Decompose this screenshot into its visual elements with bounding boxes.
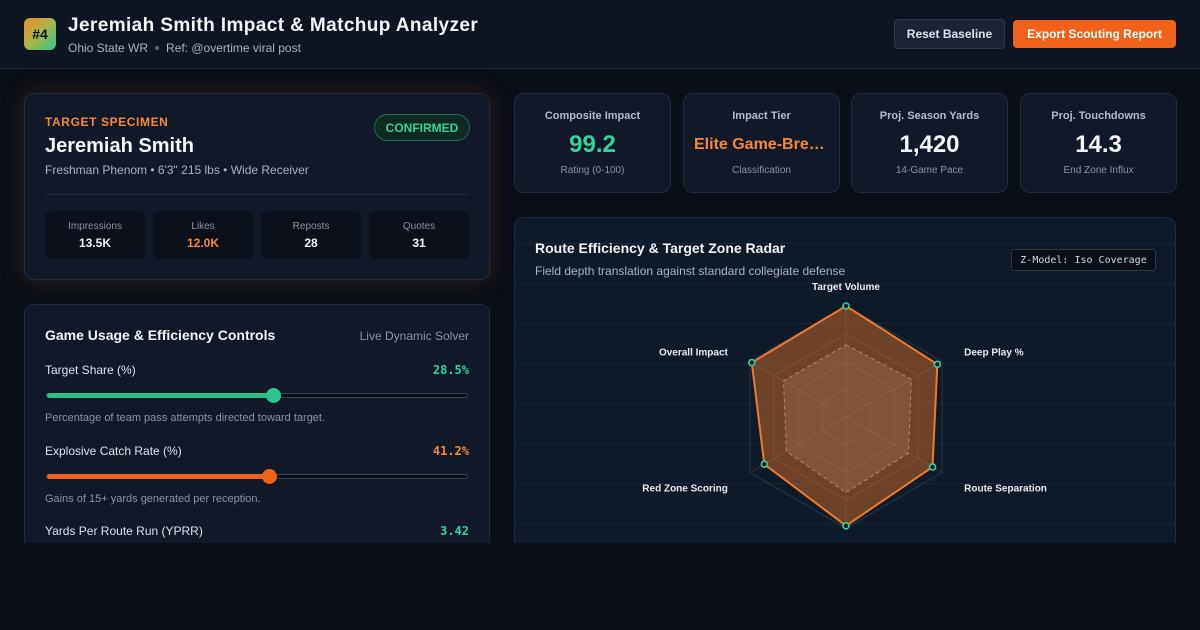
- field-grid-line: [515, 403, 1175, 404]
- kpi-season-yards: Proj. Season Yards 1,420 14-Game Pace: [851, 93, 1008, 193]
- kpi-value: Elite Game-Breaker: [694, 136, 829, 153]
- target-share-value: 28.5%: [432, 363, 469, 377]
- slider-thumb[interactable]: [265, 388, 281, 403]
- stat-likes: Likes 12.0K: [153, 211, 253, 259]
- export-report-button[interactable]: Export Scouting Report: [1013, 20, 1176, 48]
- stat-impressions: Impressions 13.5K: [45, 211, 145, 259]
- kpi-impact-tier: Impact Tier Elite Game-Breaker Classific…: [683, 93, 840, 193]
- field-grid-line: [515, 323, 1175, 324]
- target-share-slider[interactable]: [46, 388, 468, 403]
- reset-baseline-button[interactable]: Reset Baseline: [894, 19, 1005, 49]
- kpi-label: Proj. Touchdowns: [1051, 110, 1146, 122]
- stat-value: 31: [412, 236, 426, 250]
- radar-spoke: [845, 361, 943, 418]
- kpi-sub: End Zone Influx: [1063, 165, 1134, 176]
- reference-source: Ref: @overtime viral post: [166, 41, 301, 55]
- radar-subtitle: Field depth translation against standard…: [535, 264, 846, 278]
- stat-quotes: Quotes 31: [369, 211, 469, 259]
- radar-axis-label: Red Zone Scoring: [642, 484, 728, 495]
- radar-chart: Target Volume Deep Play % Route Separation…: [642, 282, 1047, 568]
- radar-series-player: [750, 304, 939, 528]
- target-specimen-card: TARGET SPECIMEN Jeremiah Smith Freshman …: [24, 93, 490, 280]
- radar-point: [747, 358, 756, 367]
- kpi-sub: 14-Game Pace: [895, 165, 964, 176]
- player-name: Jeremiah Smith: [45, 135, 194, 157]
- kpi-touchdowns: Proj. Touchdowns 14.3 End Zone Influx: [1020, 93, 1177, 193]
- kpi-value: 14.3: [1075, 131, 1122, 158]
- radar-point: [842, 521, 850, 530]
- kpi-value: 99.2: [569, 131, 616, 158]
- page-title: Jeremiah Smith Impact & Matchup Analyzer: [68, 15, 479, 36]
- target-share-help: Percentage of team pass attempts directe…: [45, 412, 326, 424]
- controls-title: Game Usage & Efficiency Controls: [45, 327, 276, 343]
- radar-axis-label: Deep Play %: [964, 348, 1024, 359]
- radar-title: Route Efficiency & Target Zone Radar: [535, 240, 786, 256]
- field-grid-line: [515, 483, 1175, 484]
- usage-controls-panel: Game Usage & Efficiency Controls Live Dy…: [24, 304, 490, 564]
- radar-spoke: [845, 416, 943, 473]
- slider-thumb[interactable]: [262, 469, 278, 484]
- explosive-catch-slider[interactable]: [46, 469, 468, 484]
- specimen-eyebrow: TARGET SPECIMEN: [45, 115, 169, 129]
- header-subline: Ohio State WR Ref: @overtime viral post: [68, 41, 301, 55]
- stat-label: Likes: [191, 221, 215, 232]
- rank-badge: #4: [24, 18, 56, 50]
- school-position: Ohio State WR: [68, 41, 149, 55]
- player-meta: Freshman Phenom • 6'3" 215 lbs • Wide Re…: [45, 163, 309, 177]
- radar-axis-label: Overall Impact: [659, 348, 729, 359]
- explosive-catch-help: Gains of 15+ yards generated per recepti…: [45, 493, 261, 505]
- blank-footer-area: [0, 543, 1200, 630]
- radar-spoke: [749, 361, 847, 418]
- app-header: #4 Jeremiah Smith Impact & Matchup Analy…: [0, 0, 1200, 69]
- radar-point: [842, 302, 850, 310]
- stat-value: 28: [304, 236, 318, 250]
- kpi-composite-impact: Composite Impact 99.2 Rating (0-100): [514, 93, 671, 193]
- slider-fill: [47, 393, 273, 398]
- radar-point: [933, 360, 942, 369]
- status-badge: CONFIRMED: [374, 114, 470, 141]
- controls-tag: Live Dynamic Solver: [359, 329, 469, 343]
- target-share-label: Target Share (%): [45, 363, 136, 377]
- kpi-sub: Classification: [732, 165, 791, 176]
- route-radar-card: Route Efficiency & Target Zone Radar Fie…: [514, 217, 1176, 597]
- kpi-value: 1,420: [899, 131, 960, 158]
- yprr-label: Yards Per Route Run (YPRR): [45, 524, 203, 538]
- yprr-value: 3.42: [440, 524, 469, 538]
- stat-label: Impressions: [68, 221, 122, 232]
- kpi-label: Impact Tier: [732, 110, 791, 122]
- field-grid-line: [515, 443, 1175, 444]
- kpi-label: Proj. Season Yards: [879, 110, 980, 122]
- stat-label: Reposts: [292, 221, 330, 232]
- separator-dot-icon: [155, 46, 160, 50]
- divider: [45, 194, 469, 195]
- field-grid-line: [515, 283, 1175, 284]
- radar-point: [928, 463, 937, 471]
- kpi-label: Composite Impact: [544, 110, 641, 122]
- explosive-catch-label: Explosive Catch Rate (%): [45, 444, 182, 458]
- kpi-sub: Rating (0-100): [560, 165, 625, 176]
- slider-fill: [47, 474, 270, 479]
- stat-label: Quotes: [402, 221, 436, 232]
- field-grid-line: [515, 243, 1175, 244]
- radar-point: [760, 460, 769, 468]
- stat-reposts: Reposts 28: [261, 211, 361, 259]
- stat-value: 13.5K: [78, 236, 112, 250]
- field-grid-line: [515, 363, 1175, 364]
- explosive-catch-value: 41.2%: [432, 444, 469, 458]
- stat-value: 12.0K: [186, 236, 220, 250]
- radar-series-baseline: [783, 344, 912, 494]
- model-tag: Z-Model: Iso Coverage: [1011, 249, 1156, 271]
- radar-axis-label: Route Separation: [964, 484, 1047, 495]
- radar-axis-label: Target Volume: [812, 282, 880, 293]
